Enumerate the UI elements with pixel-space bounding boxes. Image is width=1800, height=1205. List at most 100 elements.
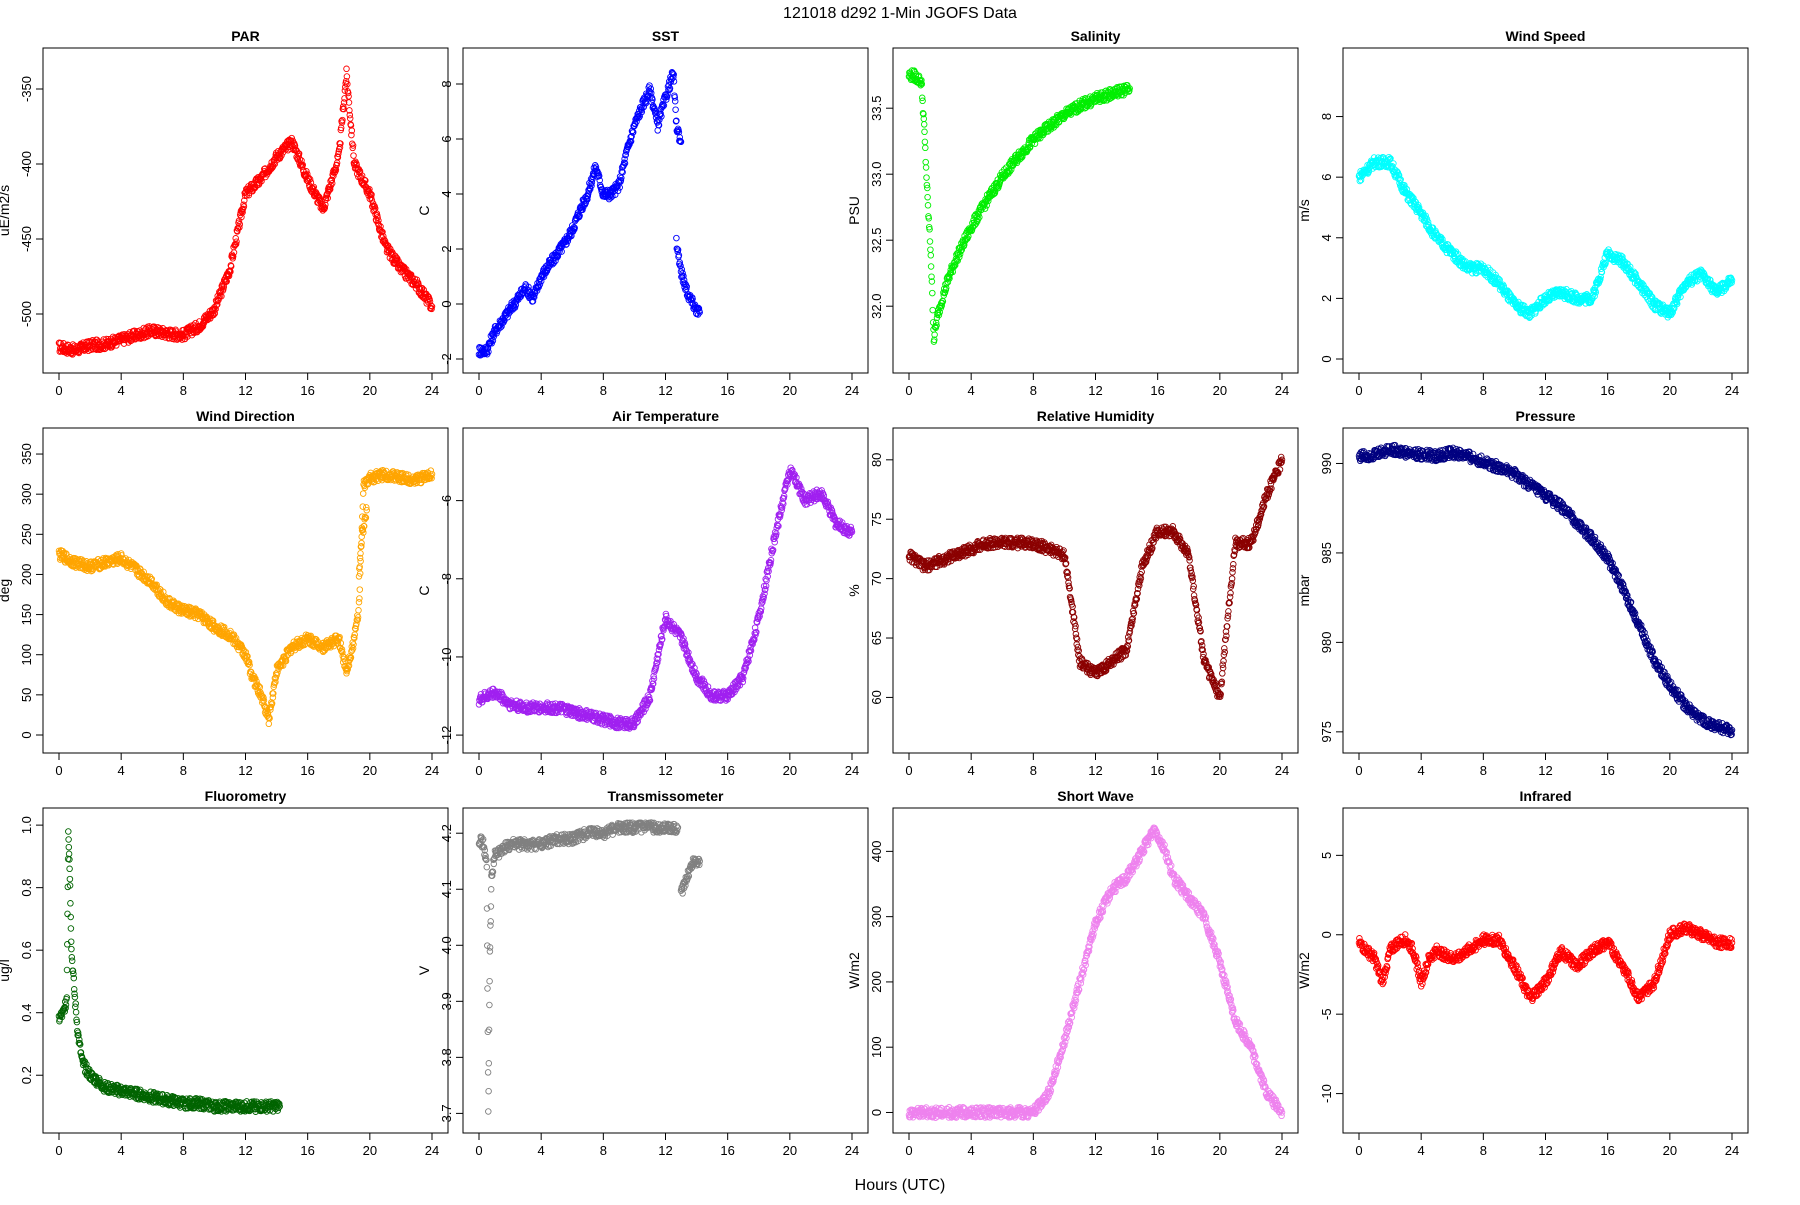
x-tick-label: 20 <box>363 383 377 398</box>
y-tick-label: 80 <box>869 453 884 467</box>
x-tick-label: 16 <box>720 763 734 778</box>
x-tick-label: 0 <box>475 383 482 398</box>
data-point <box>672 98 678 104</box>
y-tick-label: -2 <box>439 353 454 365</box>
x-tick-label: 8 <box>1030 763 1037 778</box>
data-point <box>356 608 362 614</box>
data-point <box>347 116 353 122</box>
data-point <box>923 145 929 151</box>
y-tick-label: 250 <box>19 523 34 545</box>
x-tick-label: 4 <box>968 383 975 398</box>
x-tick-label: 12 <box>1538 383 1552 398</box>
data-point <box>357 596 363 602</box>
panel-title: Relative Humidity <box>1037 408 1155 424</box>
data-point <box>930 290 936 296</box>
x-tick-label: 4 <box>538 383 545 398</box>
data-point-series-2 <box>674 235 680 241</box>
x-tick-label: 12 <box>658 763 672 778</box>
data-point <box>924 175 930 181</box>
y-tick-label: 300 <box>19 483 34 505</box>
y-tick-label: 70 <box>869 571 884 585</box>
x-tick-label: 4 <box>118 763 125 778</box>
y-axis-label: PSU <box>846 196 862 225</box>
x-tick-label: 4 <box>118 383 125 398</box>
x-tick-label: 12 <box>658 383 672 398</box>
figure-x-axis-label: Hours (UTC) <box>855 1177 946 1194</box>
y-tick-label: 4 <box>439 190 454 197</box>
x-tick-label: 20 <box>1663 383 1677 398</box>
x-tick-label: 4 <box>968 763 975 778</box>
y-tick-label: 0 <box>439 300 454 307</box>
x-tick-label: 8 <box>1480 383 1487 398</box>
y-tick-label: 2 <box>439 245 454 252</box>
x-tick-label: 16 <box>300 383 314 398</box>
plot-frame <box>893 428 1298 753</box>
data-point <box>344 66 350 72</box>
data-point <box>923 159 929 165</box>
x-tick-label: 4 <box>1418 383 1425 398</box>
y-tick-label: 32.5 <box>869 228 884 253</box>
x-tick-label: 24 <box>845 763 859 778</box>
y-tick-label: 33.5 <box>869 96 884 121</box>
data-point <box>772 539 778 545</box>
y-tick-label: -8 <box>439 573 454 585</box>
y-tick-label: 32.0 <box>869 294 884 319</box>
y-tick-label: 4 <box>1319 234 1334 241</box>
y-tick-label: 65 <box>869 631 884 645</box>
y-tick-label: 8 <box>439 80 454 87</box>
y-tick-label: 100 <box>19 644 34 666</box>
x-tick-label: 24 <box>425 763 439 778</box>
plot-frame <box>1343 48 1748 373</box>
data-point <box>351 153 357 159</box>
data-point <box>655 128 661 134</box>
data-point <box>923 165 929 171</box>
y-tick-label: 50 <box>19 688 34 702</box>
y-tick-label: 200 <box>19 564 34 586</box>
data-point <box>266 721 272 727</box>
x-tick-label: 24 <box>425 383 439 398</box>
x-tick-label: 0 <box>475 763 482 778</box>
x-tick-label: 16 <box>1150 383 1164 398</box>
x-tick-label: 8 <box>600 383 607 398</box>
x-tick-label: 16 <box>1600 383 1614 398</box>
panel-title: PAR <box>231 28 260 44</box>
y-axis-label: m/s <box>1296 199 1312 222</box>
x-tick-label: 24 <box>1275 383 1289 398</box>
data-point <box>925 194 931 200</box>
x-tick-label: 0 <box>1355 383 1362 398</box>
y-tick-label: -500 <box>19 301 34 327</box>
x-tick-label: 0 <box>55 383 62 398</box>
y-tick-label: -6 <box>439 495 454 507</box>
x-tick-label: 24 <box>845 383 859 398</box>
y-tick-label: 8 <box>1319 113 1334 120</box>
x-tick-label: 12 <box>238 763 252 778</box>
x-tick-label: 12 <box>1088 763 1102 778</box>
y-tick-label: 60 <box>869 690 884 704</box>
data-point <box>930 307 936 313</box>
x-tick-label: 20 <box>1213 383 1227 398</box>
y-tick-label: -450 <box>19 226 34 252</box>
y-tick-label: -12 <box>439 726 454 745</box>
panel-title: Wind Direction <box>196 408 295 424</box>
y-tick-label: 6 <box>439 135 454 142</box>
x-tick-label: 12 <box>1088 383 1102 398</box>
panel-title: Salinity <box>1071 28 1121 44</box>
x-tick-label: 4 <box>538 763 545 778</box>
y-tick-label: -10 <box>439 648 454 667</box>
data-point <box>922 129 928 135</box>
y-axis-label: C <box>416 205 432 215</box>
x-tick-label: 8 <box>180 763 187 778</box>
data-point <box>360 491 366 497</box>
y-axis-label: uE/m2/s <box>0 185 12 236</box>
panel-title: Wind Speed <box>1506 28 1586 44</box>
y-tick-label: 150 <box>19 604 34 626</box>
x-tick-label: 16 <box>720 383 734 398</box>
